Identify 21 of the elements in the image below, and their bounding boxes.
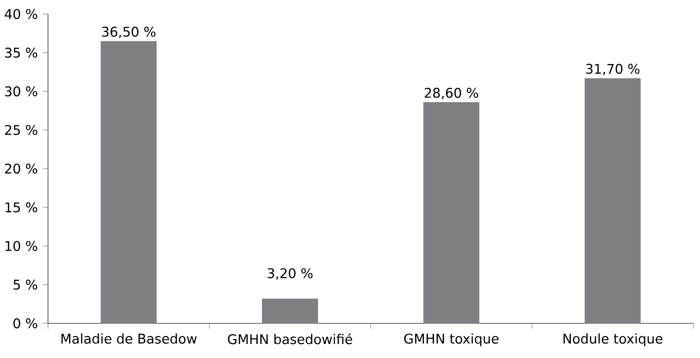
- bar: [100, 41, 157, 324]
- y-tick-label: 0 %: [13, 318, 38, 328]
- y-tick-label: 25 %: [5, 124, 38, 136]
- bar: [262, 298, 318, 324]
- y-tick-label: 40 %: [4, 8, 38, 20]
- data-label: 3,20 %: [268, 268, 313, 280]
- data-label: 31,70 %: [586, 64, 640, 76]
- y-tick-label: 15 %: [6, 202, 38, 212]
- bar: [423, 102, 480, 324]
- x-tick-label: GMHN basedowifié: [228, 333, 352, 344]
- data-label: 36,50 %: [102, 26, 156, 38]
- x-tick-label: Maladie de Basedow: [61, 333, 197, 344]
- y-tick-label: 35 %: [5, 48, 38, 58]
- bar: [584, 78, 641, 324]
- y-tick-label: 10 %: [6, 240, 38, 252]
- data-label: 28,60 %: [424, 88, 478, 100]
- x-tick-label: GMHN toxique: [404, 333, 499, 346]
- x-tick-label: Nodule toxique: [564, 333, 662, 346]
- y-tick-label: 30 %: [5, 86, 38, 96]
- y-tick-label: 20 %: [5, 164, 38, 174]
- y-tick-label: 5 %: [14, 280, 38, 290]
